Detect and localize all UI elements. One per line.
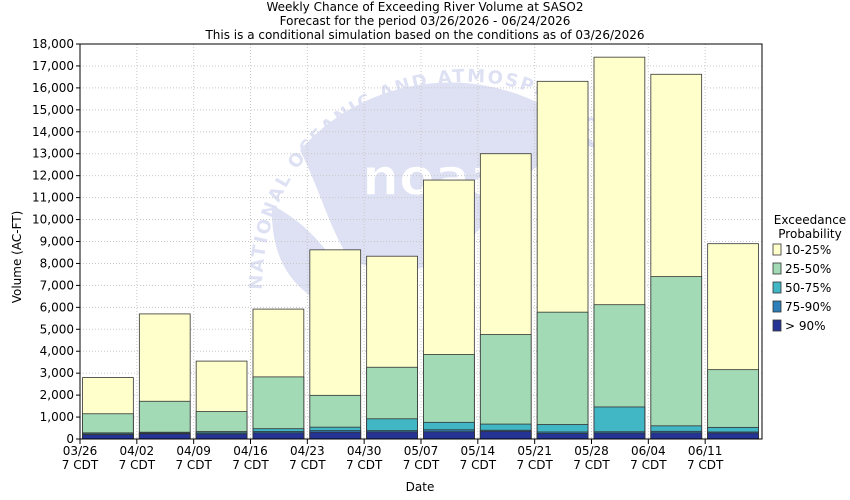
- y-tick-label: 18,000: [32, 37, 74, 51]
- bar: [479, 334, 532, 440]
- y-tick-label: 10,000: [32, 213, 74, 227]
- x-tick-label: 05/07: [404, 444, 439, 458]
- chart-title: Weekly Chance of Exceeding River Volume …: [266, 0, 584, 14]
- bar: [138, 433, 191, 440]
- y-tick-label: 12,000: [32, 169, 74, 183]
- x-tick-label-tz: 7 CDT: [403, 458, 440, 472]
- bar: [423, 431, 475, 440]
- y-axis-label: Volume (AC-FT): [10, 211, 24, 304]
- legend-swatch: [772, 262, 782, 275]
- y-tick-label: 9,000: [40, 235, 74, 249]
- y-tick-label: 1,000: [40, 410, 74, 424]
- x-tick-label: 05/21: [517, 444, 552, 458]
- y-tick-label: 13,000: [32, 147, 74, 161]
- bar: [195, 433, 248, 440]
- x-tick-label-tz: 7 CDT: [62, 458, 99, 472]
- y-tick-label: 6,000: [40, 300, 74, 314]
- bar: [252, 432, 305, 440]
- y-tick-label: 0: [66, 432, 74, 446]
- x-tick-label: 03/26: [63, 444, 98, 458]
- x-tick-label-tz: 7 CDT: [119, 458, 156, 472]
- legend-swatch: [772, 300, 782, 313]
- x-tick-label: 04/09: [176, 444, 211, 458]
- x-tick-label-tz: 7 CDT: [175, 458, 212, 472]
- chart-title-block: Weekly Chance of Exceeding River Volume …: [0, 0, 850, 42]
- chart-subtitle: Forecast for the period 03/26/2026 - 06/…: [279, 14, 571, 28]
- bar: [593, 432, 646, 440]
- bar: [650, 432, 703, 440]
- legend-label: 50-75%: [785, 281, 831, 295]
- y-tick-label: 3,000: [40, 366, 74, 380]
- chart-subtitle-2: This is a conditional simulation based o…: [205, 28, 645, 42]
- y-tick-label: 11,000: [32, 191, 74, 205]
- x-tick-label: 04/16: [233, 444, 268, 458]
- x-tick-label-tz: 7 CDT: [630, 458, 667, 472]
- y-tick-label: 15,000: [32, 103, 74, 117]
- bar: [82, 434, 134, 440]
- bar: [650, 276, 703, 440]
- x-tick-label: 05/28: [574, 444, 609, 458]
- y-tick-label: 4,000: [40, 344, 74, 358]
- x-tick-label: 04/23: [290, 444, 325, 458]
- x-axis-label: Date: [406, 480, 435, 494]
- legend-label: 75-90%: [785, 300, 831, 314]
- y-tick-label: 7,000: [40, 278, 74, 292]
- bar: [536, 311, 589, 440]
- x-tick-label-tz: 7 CDT: [289, 458, 326, 472]
- y-tick-label: 8,000: [40, 256, 74, 270]
- x-tick-label-tz: 7 CDT: [687, 458, 724, 472]
- x-tick-label-tz: 7 CDT: [346, 458, 383, 472]
- bar: [707, 432, 759, 440]
- x-tick-label: 04/30: [347, 444, 382, 458]
- y-tick-label: 17,000: [32, 59, 74, 73]
- y-tick-label: 2,000: [40, 388, 74, 402]
- y-tick-label: 5,000: [40, 322, 74, 336]
- legend-title: Exceedance: [774, 213, 846, 227]
- x-tick-label: 06/11: [688, 444, 723, 458]
- legend-swatch: [772, 243, 782, 256]
- y-tick-label: 14,000: [32, 125, 74, 139]
- x-tick-label: 05/14: [461, 444, 496, 458]
- x-tick-label-tz: 7 CDT: [460, 458, 497, 472]
- x-tick-label-tz: 7 CDT: [573, 458, 610, 472]
- x-tick-label: 06/04: [631, 444, 666, 458]
- bar: [366, 431, 418, 440]
- axes: 0 1,000 2,000 3,000 4,000 5,000 6,000 7,000 8,00…: [32, 37, 763, 472]
- legend-label: 10-25%: [785, 243, 831, 257]
- legend-title: Probability: [778, 227, 841, 241]
- x-tick-label: 04/02: [120, 444, 155, 458]
- bar: [479, 430, 532, 440]
- legend-label: 25-50%: [785, 262, 831, 276]
- plot-frame: [79, 43, 763, 440]
- bar: [309, 431, 362, 440]
- bar: [536, 433, 589, 440]
- y-tick-label: 16,000: [32, 81, 74, 95]
- x-tick-label-tz: 7 CDT: [232, 458, 269, 472]
- legend-swatch: [772, 319, 782, 332]
- legend-label: > 90%: [785, 319, 826, 333]
- legend-swatch: [772, 281, 782, 294]
- x-tick-label-tz: 7 CDT: [516, 458, 553, 472]
